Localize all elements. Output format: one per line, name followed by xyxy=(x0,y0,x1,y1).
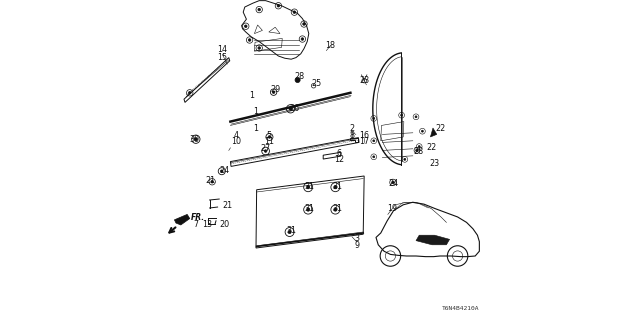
Text: 24: 24 xyxy=(388,179,399,188)
Circle shape xyxy=(188,92,191,94)
Text: 11: 11 xyxy=(264,137,274,146)
Text: 20: 20 xyxy=(219,220,229,229)
Text: 5: 5 xyxy=(266,131,271,140)
Polygon shape xyxy=(174,214,189,225)
Text: T6N4B4210A: T6N4B4210A xyxy=(442,306,479,311)
Text: 21: 21 xyxy=(205,176,216,185)
Text: 31: 31 xyxy=(332,204,342,213)
Circle shape xyxy=(211,180,214,183)
Text: 9: 9 xyxy=(354,241,360,250)
Circle shape xyxy=(264,150,267,152)
Circle shape xyxy=(334,186,337,189)
Circle shape xyxy=(248,39,251,41)
Text: 21: 21 xyxy=(222,201,232,210)
Text: 31: 31 xyxy=(286,226,296,235)
Circle shape xyxy=(416,149,419,152)
Circle shape xyxy=(415,116,417,118)
Text: 31: 31 xyxy=(305,204,315,213)
Text: 28: 28 xyxy=(294,72,304,81)
Text: 26: 26 xyxy=(289,104,300,113)
Text: 14: 14 xyxy=(218,45,227,54)
Text: 2: 2 xyxy=(349,124,355,133)
Polygon shape xyxy=(416,235,450,245)
Text: 23: 23 xyxy=(429,159,440,168)
Text: 22: 22 xyxy=(426,143,436,152)
Circle shape xyxy=(401,114,403,116)
Text: 13: 13 xyxy=(202,220,212,229)
Circle shape xyxy=(258,8,260,11)
Circle shape xyxy=(273,91,275,93)
Circle shape xyxy=(268,136,271,138)
Circle shape xyxy=(244,25,247,28)
Circle shape xyxy=(295,77,300,83)
Text: 22: 22 xyxy=(436,124,446,133)
Circle shape xyxy=(404,158,406,160)
Text: 8: 8 xyxy=(349,131,355,140)
Circle shape xyxy=(293,11,296,13)
Text: 6: 6 xyxy=(337,149,342,158)
Text: 10: 10 xyxy=(231,137,241,146)
Polygon shape xyxy=(430,128,437,137)
Circle shape xyxy=(419,146,420,148)
Circle shape xyxy=(392,181,394,184)
Text: 17: 17 xyxy=(359,137,369,146)
Text: FR.: FR. xyxy=(191,213,205,222)
Text: 30: 30 xyxy=(189,135,200,144)
Circle shape xyxy=(289,107,292,110)
Text: 4: 4 xyxy=(234,131,238,140)
Circle shape xyxy=(372,140,375,142)
Text: 15: 15 xyxy=(218,53,227,62)
Circle shape xyxy=(372,117,375,119)
Text: 1: 1 xyxy=(253,124,259,133)
Circle shape xyxy=(258,47,260,49)
Text: 1: 1 xyxy=(249,92,253,100)
Circle shape xyxy=(301,38,303,40)
Circle shape xyxy=(307,186,310,189)
Circle shape xyxy=(307,208,310,211)
Text: 27: 27 xyxy=(260,144,271,153)
Text: 25: 25 xyxy=(312,79,322,88)
Circle shape xyxy=(372,156,375,158)
Text: 28: 28 xyxy=(413,147,424,156)
Text: 16: 16 xyxy=(359,131,369,140)
Text: 29: 29 xyxy=(270,85,280,94)
Circle shape xyxy=(195,138,197,141)
Text: 31: 31 xyxy=(332,182,342,191)
Circle shape xyxy=(422,130,424,132)
Circle shape xyxy=(288,230,291,234)
Text: 19: 19 xyxy=(387,204,397,213)
Text: 23: 23 xyxy=(359,76,369,85)
Text: 31: 31 xyxy=(305,182,315,191)
Circle shape xyxy=(303,23,305,25)
Circle shape xyxy=(220,170,223,172)
Text: 3: 3 xyxy=(355,234,359,243)
Text: 18: 18 xyxy=(326,41,335,50)
Circle shape xyxy=(277,4,280,7)
Text: 7: 7 xyxy=(193,220,199,229)
Text: 1: 1 xyxy=(253,108,259,116)
Circle shape xyxy=(334,208,337,211)
Text: 12: 12 xyxy=(334,156,344,164)
Text: 24: 24 xyxy=(219,166,229,175)
